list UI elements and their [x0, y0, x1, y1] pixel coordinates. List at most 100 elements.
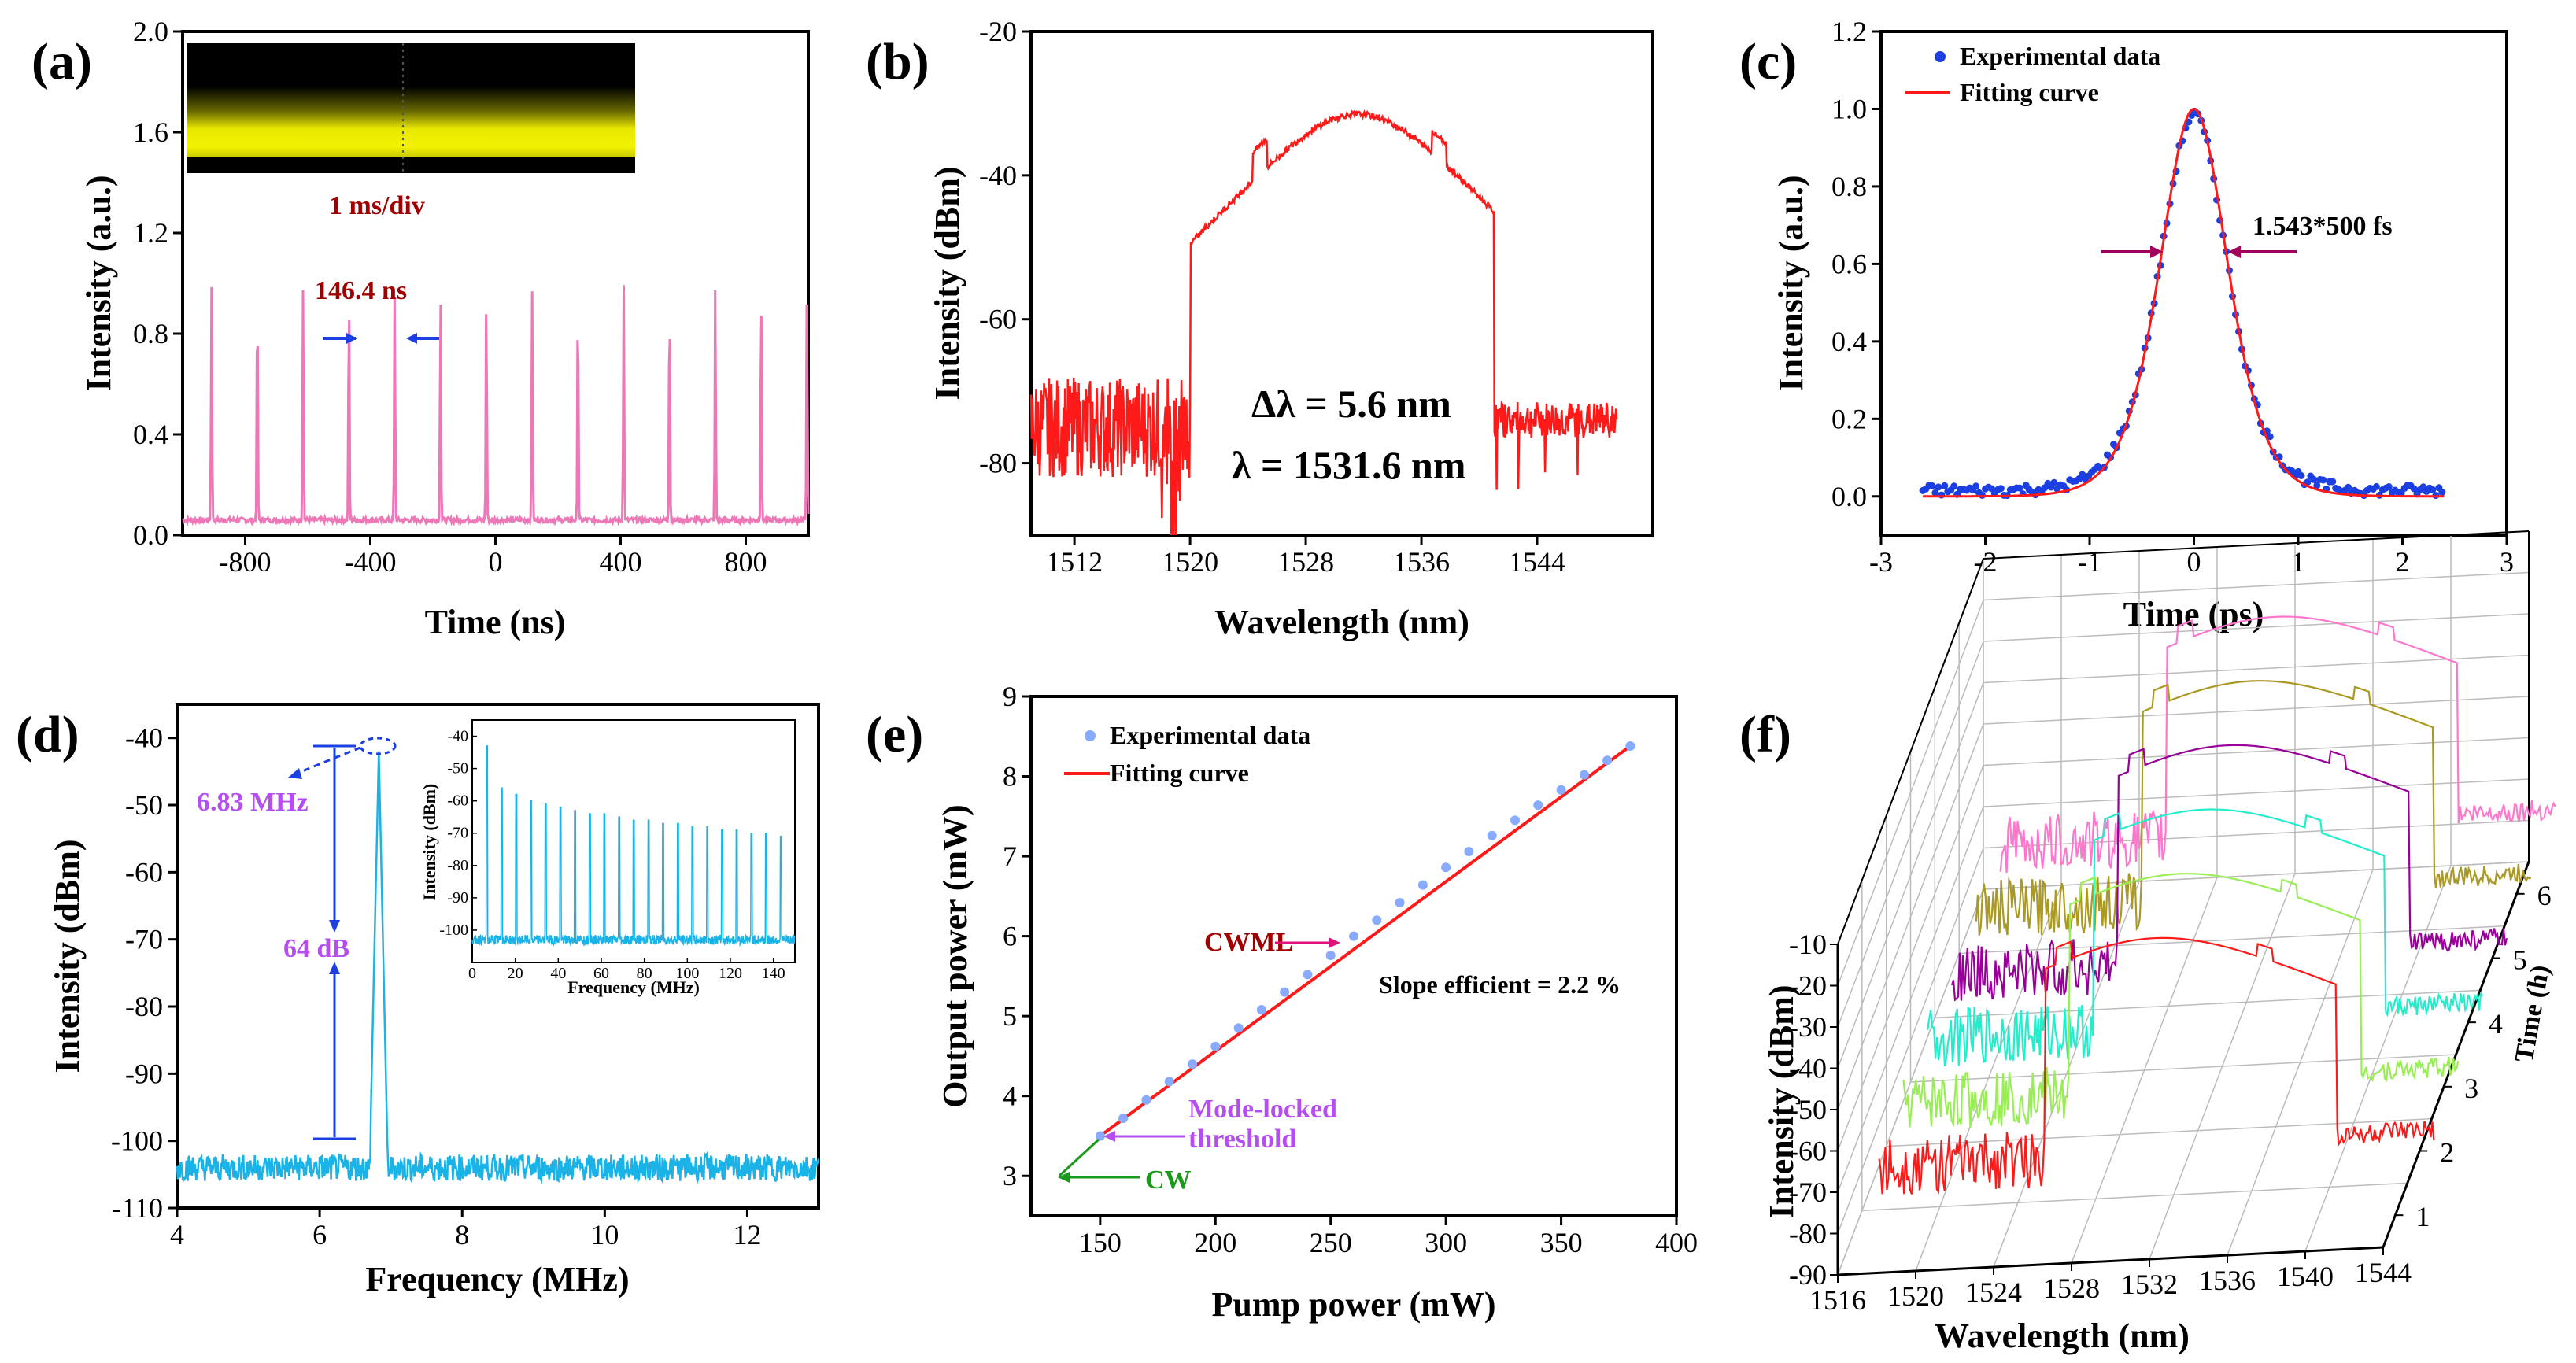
data-point [1931, 489, 1939, 497]
panel-c-ticks: -3 -2 -1 0 1 2 3 0.0 0.2 0.4 0.6 0.8 1.0 1.2 [1831, 16, 2514, 578]
data-point [1950, 482, 1958, 490]
y-tick-label: 0.4 [1831, 326, 1867, 357]
x-tick-label: 1516 [1809, 1284, 1866, 1316]
panel-e-legend-marker-data [1085, 730, 1096, 741]
x-tick-label: 350 [1540, 1227, 1583, 1258]
panel-a-period-arrowhead-right [406, 333, 417, 344]
data-point [1349, 931, 1358, 941]
back-grid-line [1983, 737, 2530, 766]
spectrum-line-1h [1878, 936, 2435, 1195]
floor-grid-line [1935, 989, 2481, 1019]
panel-f-series [1878, 615, 2556, 1195]
panel-b-xlabel: Wavelength (nm) [1214, 603, 1469, 641]
z-tick-label: 1 [2415, 1201, 2430, 1232]
y-tick-label: -50 [1789, 1094, 1827, 1125]
x-tick-label: 10 [590, 1219, 619, 1250]
panel-d-snr-arrowhead-up [329, 962, 340, 974]
data-point [2016, 484, 2023, 492]
y-tick-label: -80 [1789, 1218, 1827, 1250]
data-point [1325, 951, 1336, 960]
x-tick-label: 1 [2291, 546, 2305, 578]
x-tick-label: 1512 [1046, 546, 1103, 578]
inset-x-tick-label: 100 [675, 965, 699, 982]
x-axis-line [1837, 1246, 2384, 1276]
data-point [1972, 482, 1980, 490]
panel-e-threshold-label-1: Mode-locked [1188, 1095, 1337, 1124]
back-grid-line [1983, 654, 2530, 684]
data-point [1118, 1114, 1129, 1124]
panel-b-frame [1029, 30, 1654, 537]
y-tick-label: -100 [111, 1125, 163, 1157]
panel-d-snr-label: 64 dB [283, 934, 349, 963]
y-tick-label: -10 [1789, 929, 1827, 960]
data-point [1395, 898, 1405, 907]
data-point [1417, 880, 1428, 890]
x-tick-label: 0 [2187, 546, 2201, 578]
inset-y-tick-label: -50 [447, 760, 468, 778]
panel-b-center: λ = 1531.6 nm [1232, 443, 1466, 487]
panel-f-box [1836, 530, 2530, 1276]
data-point [1095, 1131, 1105, 1141]
panel-label-b: (b) [866, 33, 930, 90]
data-point [1256, 1005, 1266, 1014]
data-point [1210, 1041, 1221, 1051]
data-point [2429, 486, 2437, 493]
inset-harmonics-line [471, 745, 796, 947]
data-point [1602, 755, 1613, 766]
panel-e: 150 200 250 300 350 400 3 4 5 6 7 8 9 Experimental d… [936, 681, 1698, 1324]
panel-e-ylabel: Output power (mW) [936, 804, 974, 1107]
y-tick-label: 0.0 [133, 519, 168, 551]
data-point [1164, 1077, 1174, 1087]
data-point [1935, 483, 1942, 491]
panel-d-frame [176, 703, 820, 1210]
panel-d-peak-marker [359, 737, 397, 755]
inset-x-tick-label: 140 [762, 965, 785, 982]
y-tick-label: 7 [1003, 840, 1017, 872]
x-tick-label: -400 [345, 546, 397, 578]
x-tick-label: -800 [220, 546, 272, 578]
y-tick-label: -40 [125, 722, 163, 754]
panel-e-threshold-label-2: threshold [1188, 1125, 1296, 1154]
data-point [2310, 475, 2318, 483]
spectrum-line-6h [1999, 615, 2556, 874]
inset-x-tick-label: 80 [637, 965, 652, 982]
z-tick-label: 2 [2440, 1137, 2454, 1169]
panel-e-legend-data: Experimental data [1110, 721, 1310, 749]
panel-d-inset-ylabel: Intensity (dBm) [419, 784, 439, 901]
y-tick-label: -20 [979, 16, 1017, 47]
y-tick-label: 2.0 [133, 16, 168, 47]
x-tick-label: -3 [1869, 546, 1893, 578]
panel-e-cw-connector [1058, 1138, 1100, 1177]
data-point [1280, 987, 1290, 997]
panel-c-width-label: 1.543*500 fs [2253, 212, 2393, 241]
panel-d-series [176, 751, 820, 1185]
x-tick-label: 6 [312, 1219, 327, 1250]
data-point [1141, 1095, 1151, 1105]
y-tick-label: 8 [1003, 761, 1017, 792]
inset-x-tick-label: 120 [719, 965, 742, 982]
inset-y-tick-label: -70 [447, 825, 468, 842]
data-point [2313, 482, 2321, 489]
x-tick-label: 4 [170, 1219, 184, 1250]
data-point [1938, 491, 1946, 499]
panel-f-ylabel: Intensity (dBm) [1762, 984, 1801, 1218]
data-point [1941, 482, 1949, 489]
panel-e-ticks: 150 200 250 300 350 400 3 4 5 6 7 8 9 [1003, 681, 1698, 1258]
panel-d-snr-arrowhead-down [329, 920, 340, 933]
data-point [1533, 800, 1543, 811]
panel-d-xlabel: Frequency (MHz) [365, 1260, 629, 1298]
pulse-train-line [182, 285, 810, 527]
panel-c-legend-marker-data [1935, 51, 1946, 62]
y-tick-label: -90 [125, 1058, 163, 1089]
inset-x-tick-label: 20 [508, 965, 523, 982]
data-point [1579, 770, 1589, 780]
x-tick-label: 1536 [2199, 1265, 2256, 1296]
fit-line [1099, 744, 1632, 1138]
spectrum-line [1029, 109, 1618, 536]
y-tick-label: 1.2 [133, 217, 168, 249]
x-tick-label: -1 [2078, 546, 2101, 578]
panel-c-ylabel: Intensity (a.u.) [1772, 175, 1810, 391]
x-tick-label: -2 [1974, 546, 1998, 578]
panel-label-c: (c) [1739, 33, 1797, 90]
x-tick-label: 1528 [1277, 546, 1334, 578]
